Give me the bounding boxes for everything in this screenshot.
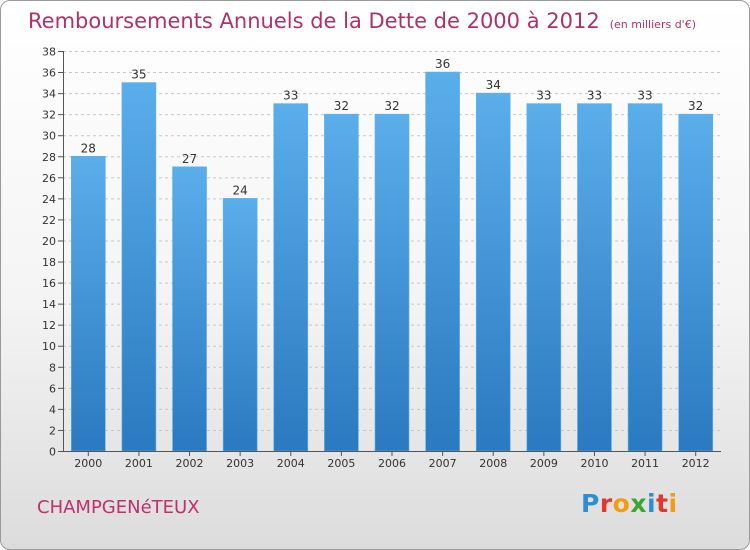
data-label: 28 [81, 141, 96, 155]
data-label: 33 [283, 89, 298, 103]
bar [273, 103, 309, 452]
unit-note: (en milliers d'€) [609, 18, 696, 31]
x-tick-label: 2010 [580, 457, 608, 470]
data-label: 36 [435, 57, 450, 71]
bar [222, 198, 258, 452]
x-tick-label: 2006 [378, 457, 406, 470]
logo-letter: r [599, 489, 613, 518]
x-tick-label: 2012 [682, 457, 710, 470]
bar [425, 71, 460, 452]
proxiti-logo: Proxiti [581, 489, 678, 518]
y-tick-label: 10 [42, 340, 56, 353]
bar [324, 113, 359, 452]
x-tick-label: 2005 [327, 457, 355, 470]
logo-letter: i [668, 489, 678, 518]
bar [577, 103, 612, 452]
y-tick-label: 22 [42, 214, 56, 227]
data-label: 24 [233, 183, 248, 197]
x-tick-label: 2002 [176, 457, 204, 470]
x-tick-label: 2000 [74, 457, 102, 470]
y-tick-label: 6 [49, 382, 56, 395]
x-tick-label: 2008 [479, 457, 507, 470]
chart-title-text: Remboursements Annuels de la Dette de 20… [28, 9, 600, 33]
x-tick-label: 2009 [530, 457, 558, 470]
bar [475, 92, 511, 452]
logo-letter: x [630, 489, 647, 518]
bar [526, 103, 562, 452]
logo-letter: o [612, 489, 631, 518]
y-tick-label: 24 [42, 193, 56, 206]
y-tick-label: 2 [49, 424, 56, 437]
y-tick-label: 38 [42, 46, 56, 59]
commune-name: CHAMPGENéTEUX [37, 497, 200, 518]
x-tick-label: 2004 [277, 457, 305, 470]
y-tick-label: 30 [42, 130, 56, 143]
y-tick-label: 14 [42, 298, 56, 311]
logo-letter: t [656, 489, 669, 518]
data-label: 32 [384, 99, 399, 113]
data-label: 33 [637, 89, 652, 103]
logo-letter: P [581, 489, 600, 518]
data-label: 32 [688, 99, 703, 113]
x-tick-label: 2003 [226, 457, 254, 470]
data-label: 35 [131, 68, 146, 82]
y-tick-label: 8 [49, 361, 56, 374]
bar [71, 155, 106, 452]
data-label: 33 [587, 89, 602, 103]
y-tick-label: 4 [49, 403, 56, 416]
data-label: 34 [486, 78, 501, 92]
bar [172, 166, 207, 452]
x-tick-label: 2011 [631, 457, 659, 470]
y-tick-label: 0 [49, 446, 56, 459]
data-label: 32 [334, 99, 349, 113]
bars [71, 71, 713, 452]
data-label: 27 [182, 152, 197, 166]
y-tick-label: 26 [42, 172, 56, 185]
y-tick-label: 18 [42, 256, 56, 269]
bar [374, 113, 410, 452]
chart-title: Remboursements Annuels de la Dette de 20… [28, 9, 696, 33]
y-tick-label: 16 [42, 277, 56, 290]
data-label: 33 [536, 89, 551, 103]
bar [627, 103, 663, 452]
logo-letter: i [647, 489, 657, 518]
x-tick-label: 2001 [125, 457, 153, 470]
x-axis: 2000 2001 2002 2003 2004 2005 2006 2007 2008 2009… [63, 451, 721, 470]
y-tick-label: 34 [42, 88, 56, 101]
bar [678, 113, 713, 452]
y-tick-label: 12 [42, 319, 56, 332]
y-tick-label: 20 [42, 235, 56, 248]
y-tick-label: 36 [42, 67, 56, 80]
bar [121, 82, 157, 452]
y-tick-label: 32 [42, 109, 56, 122]
data-labels: 28 35 27 24 33 32 32 36 34 33 33 33 32 [81, 57, 704, 197]
y-tick-label: 28 [42, 151, 56, 164]
x-tick-label: 2007 [429, 457, 457, 470]
